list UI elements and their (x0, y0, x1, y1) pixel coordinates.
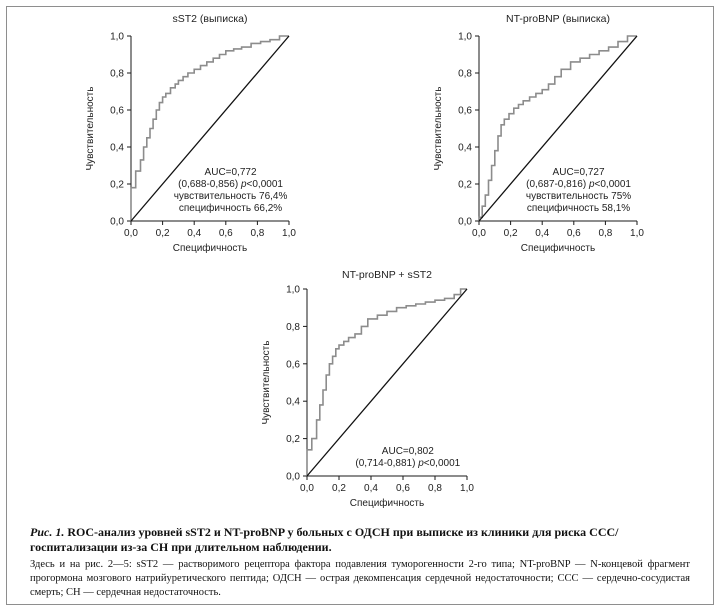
auc-ci-p: (0,687-0,816) p<0,0001 (526, 179, 631, 190)
auc-ci: (0,688-0,856) (178, 179, 241, 190)
p-symbol: p (588, 179, 595, 190)
y-tick-label: 0,2 (110, 180, 124, 191)
auc-ci: (0,714-0,881) (355, 458, 418, 469)
y-tick-label: 1,0 (286, 285, 300, 296)
x-tick-label: 0,6 (396, 483, 410, 494)
y-axis-label: Чувствительность (261, 341, 272, 425)
sensitivity-value: чувствительность 76,4% (174, 191, 288, 202)
x-tick-label: 1,0 (282, 228, 296, 239)
x-tick-label: 0,8 (598, 228, 612, 239)
reference-diagonal (478, 35, 638, 222)
roc-curve (478, 35, 637, 221)
caption-title: Рис. 1. ROC-анализ уровней sST2 и NT-pro… (30, 525, 690, 555)
specificity-value: специфичность 58,1% (527, 202, 630, 214)
p-symbol: p (240, 179, 247, 190)
x-tick-label: 0,0 (472, 228, 486, 239)
y-tick-label: 0,4 (286, 397, 300, 408)
x-tick-label: 0,2 (504, 228, 518, 239)
caption-title-text: ROC-анализ уровней sST2 и NT-proBNP у бо… (30, 525, 619, 554)
x-tick-label: 0,8 (428, 483, 442, 494)
y-tick-label: 0,0 (458, 217, 472, 228)
roc-curve (306, 288, 467, 476)
reference-diagonal (306, 288, 468, 477)
roc-chart-combined: NT-proBNP + sST2 0,0 0,2 0,4 0,6 0,8 1,0 0,0 0,2… (261, 269, 474, 509)
x-tick-label: 0,4 (187, 228, 201, 239)
y-tick-label: 0,6 (110, 106, 124, 117)
auc-value: AUC=0,772 (205, 167, 257, 178)
auc-ci: (0,687-0,816) (526, 179, 589, 190)
roc-chart-ntprobnp: NT-proBNP (выписка) 0,0 0,2 0,4 0,6 0,8 1,0 0,0… (433, 13, 644, 254)
y-tick-label: 0,0 (286, 472, 300, 483)
y-tick-label: 0,2 (458, 180, 472, 191)
x-tick-label: 1,0 (460, 483, 474, 494)
y-tick-label: 0,0 (110, 217, 124, 228)
auc-ci-p: (0,714-0,881) p<0,0001 (355, 458, 460, 469)
y-tick-label: 1,0 (458, 32, 472, 43)
x-tick-label: 1,0 (630, 228, 644, 239)
roc-curve (130, 35, 289, 221)
chart-title: NT-proBNP (выписка) (506, 13, 610, 25)
y-tick-label: 0,8 (110, 69, 124, 80)
x-tick-label: 0,6 (567, 228, 581, 239)
auc-value: AUC=0,802 (382, 446, 434, 457)
x-tick-label: 0,4 (364, 483, 378, 494)
y-axis-label: Чувствительность (433, 87, 444, 171)
y-tick-label: 0,6 (458, 106, 472, 117)
auc-value: AUC=0,727 (553, 167, 605, 178)
chart-title: sST2 (выписка) (172, 13, 247, 25)
figure-frame (6, 6, 714, 605)
y-tick-label: 0,6 (286, 359, 300, 370)
specificity-value: специфичность 66,2% (179, 202, 282, 214)
x-axis-label: Специфичность (350, 497, 424, 509)
y-tick-label: 0,4 (458, 143, 472, 154)
caption-note: Здесь и на рис. 2—5: sST2 — растворимого… (30, 559, 690, 598)
p-value: <0,0001 (595, 179, 632, 190)
chart-title: NT-proBNP + sST2 (342, 269, 432, 281)
roc-chart-sst2: sST2 (выписка) 0,0 0,2 0,4 0,6 0,8 1,0 0,0 0,2 0,… (85, 13, 296, 254)
x-tick-label: 0,2 (332, 483, 346, 494)
x-tick-label: 0,2 (156, 228, 170, 239)
x-tick-label: 0,6 (219, 228, 233, 239)
x-axis-label: Специфичность (173, 242, 247, 254)
reference-diagonal (130, 35, 290, 222)
figure-caption: Рис. 1. ROC-анализ уровней sST2 и NT-pro… (30, 525, 690, 600)
y-tick-label: 1,0 (110, 32, 124, 43)
p-value: <0,0001 (424, 458, 461, 469)
p-value: <0,0001 (247, 179, 284, 190)
x-tick-label: 0,0 (124, 228, 138, 239)
caption-label: Рис. 1. (30, 525, 65, 539)
y-tick-label: 0,8 (286, 322, 300, 333)
x-tick-label: 0,4 (535, 228, 549, 239)
x-tick-label: 0,0 (300, 483, 314, 494)
y-tick-label: 0,2 (286, 434, 300, 445)
p-symbol: p (417, 458, 424, 469)
y-tick-label: 0,4 (110, 143, 124, 154)
x-tick-label: 0,8 (250, 228, 264, 239)
y-tick-label: 0,8 (458, 69, 472, 80)
auc-ci-p: (0,688-0,856) p<0,0001 (178, 179, 283, 190)
sensitivity-value: чувствительность 75% (526, 191, 631, 202)
x-axis-label: Специфичность (521, 242, 595, 254)
y-axis-label: Чувствительность (85, 87, 96, 171)
